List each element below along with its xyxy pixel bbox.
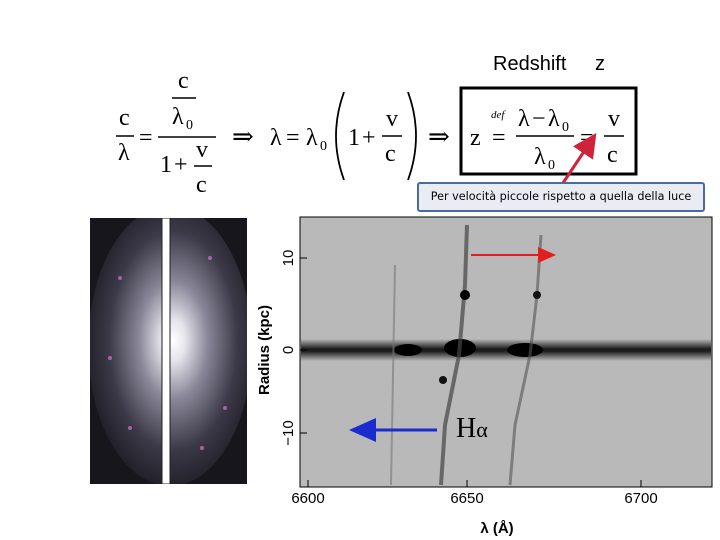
continuum-band — [301, 339, 711, 361]
pointer-arrow — [559, 133, 597, 187]
formula-lambda: λ — [518, 106, 530, 132]
formula-sub0: 0 — [186, 118, 193, 133]
formula-equals: = — [286, 125, 300, 151]
formula-c: c — [119, 105, 130, 131]
formula-c: c — [385, 141, 396, 167]
formula-def: def — [491, 109, 506, 121]
formula-lambda0: λ — [548, 106, 560, 132]
formula-minus: − — [532, 106, 546, 132]
alpha-subscript: α — [476, 417, 488, 442]
y-tick-label: 10 — [280, 250, 297, 267]
formula-z: z — [470, 125, 481, 151]
emission-blob — [507, 343, 543, 357]
formula-one: 1 — [160, 152, 172, 178]
formula-sub0: 0 — [562, 120, 569, 135]
slit-marker — [161, 218, 171, 484]
h-letter: H — [456, 413, 477, 444]
formula-c: c — [178, 68, 189, 94]
formula-lambda0: λ — [534, 144, 546, 170]
emission-line — [508, 234, 543, 486]
x-tick-label: 6700 — [624, 490, 657, 507]
galaxy-photo — [90, 218, 247, 484]
emission-line-halpha — [439, 224, 469, 486]
emission-knot — [460, 290, 470, 300]
note-callout: Per velocità piccole rispetto a quella d… — [417, 182, 705, 212]
formula-v: v — [608, 106, 620, 132]
redshift-label: Redshift — [493, 53, 567, 75]
formula-lambda0: λ — [172, 104, 184, 130]
formula-equals: = — [492, 125, 506, 151]
spectrum-plot: 10 0 −10 Radius (kpc) 6600 6650 6700 λ (… — [256, 216, 713, 537]
formula-v: v — [196, 137, 208, 163]
emission-knot — [439, 376, 447, 384]
right-paren — [407, 91, 417, 181]
implies-symbol: ⇒ — [428, 122, 450, 151]
formula-plus: + — [174, 152, 188, 178]
left-paren — [335, 91, 345, 181]
y-axis-label: Radius (kpc) — [256, 305, 273, 395]
y-tick-label: 0 — [280, 346, 297, 354]
formula-lambda: λ — [270, 125, 282, 151]
formula-plus: + — [362, 125, 376, 151]
redshift-formula: c λ = c λ 0 1 + v c ⇒ λ = λ 0 1 + v c ⇒ … — [116, 68, 638, 198]
x-axis-label: λ (Å) — [480, 520, 513, 537]
emission-blob — [394, 344, 422, 356]
formula-sub0: 0 — [320, 139, 327, 154]
formula-lambda0: λ — [306, 125, 318, 151]
formula-equals: = — [139, 125, 153, 151]
formula-one: 1 — [348, 125, 360, 151]
formula-sub0: 0 — [548, 158, 555, 173]
z-definition-box — [459, 86, 638, 176]
formula-c: c — [607, 142, 618, 168]
x-tick-label: 6600 — [291, 490, 324, 507]
emission-line — [390, 264, 396, 486]
x-tick-label: 6650 — [450, 490, 483, 507]
z-symbol-label: z — [595, 53, 605, 75]
implies-symbol: ⇒ — [232, 122, 254, 151]
formula-c: c — [196, 172, 207, 198]
emission-knot — [533, 291, 541, 299]
formula-v: v — [386, 106, 398, 132]
formula-lambda: λ — [118, 140, 130, 166]
y-tick-label: −10 — [280, 420, 297, 445]
h-alpha-label: Hα — [456, 413, 488, 445]
